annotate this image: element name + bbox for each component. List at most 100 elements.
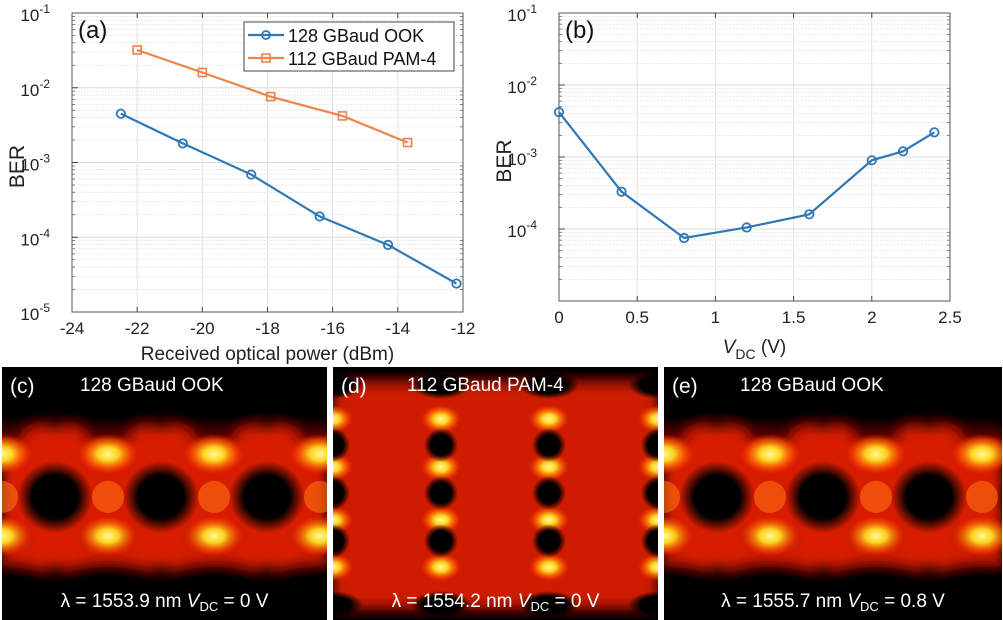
eye-hotspot <box>846 434 906 474</box>
eye-hotspot <box>2 434 32 474</box>
series-line <box>558 111 935 240</box>
eye-hotspot <box>421 453 461 481</box>
eye-hotspot <box>421 553 461 581</box>
eye-hotspot <box>333 405 353 433</box>
data-point <box>314 211 325 222</box>
eye-opening <box>333 476 350 510</box>
eye-hotspot <box>529 506 569 534</box>
eye-crossing <box>198 481 230 513</box>
eye-opening <box>679 461 755 533</box>
eye-hotspot <box>290 434 327 474</box>
y-tick-label: 10-3 <box>507 146 537 169</box>
panel-label-c: (c) <box>10 375 35 398</box>
eye-opening <box>424 428 458 462</box>
eye-opening <box>424 476 458 510</box>
eye-opening <box>785 461 861 533</box>
eye-crossing <box>92 481 124 513</box>
eye-crossing <box>2 481 18 513</box>
eye-opening <box>891 461 967 533</box>
data-point <box>402 137 413 148</box>
legend-box <box>243 21 455 72</box>
data-point <box>804 209 815 220</box>
x-tick-label: -12 <box>451 319 476 338</box>
eye-hotspot <box>740 434 800 474</box>
eye-edge <box>333 371 363 399</box>
eye-pattern-e <box>664 367 1002 620</box>
x-tick-label: -16 <box>320 319 345 338</box>
eye-hotspot <box>846 516 906 556</box>
eye-edge <box>272 405 327 433</box>
eye-edge <box>272 561 327 589</box>
eye-opening <box>532 524 566 558</box>
eye-opening <box>333 524 350 558</box>
y-tick-label: 10-4 <box>507 218 537 241</box>
chart-b: 0 0.5 1 1.5 2 2.5 10-1 10-2 10-3 10-4 BER VDC (V) (b… <box>493 2 962 362</box>
x-tick-label: -22 <box>125 319 150 338</box>
x-tick-label: 2.5 <box>938 308 962 327</box>
y-tick-label: 10-4 <box>20 226 50 249</box>
eye-opening <box>532 476 566 510</box>
legend-entry: 128 GBaud OOK <box>288 26 424 46</box>
y-tick-label: 10-1 <box>507 2 537 25</box>
eye-hotspot <box>421 506 461 534</box>
eye-caption-c: λ = 1553.9 nm VDC = 0 V <box>60 591 269 614</box>
eye-bg-top <box>664 367 1002 412</box>
eye-hotspot <box>529 405 569 433</box>
eye-hotspot <box>290 516 327 556</box>
ber-charts: -24 -22 -20 -18 -16 -14 -12 10-1 10-2 10-3 10-4 10-… <box>6 2 962 365</box>
y-tick-label: 10-1 <box>20 2 50 25</box>
eye-hotspot <box>952 434 1002 474</box>
eye-bg-top <box>2 367 327 412</box>
eye-opening <box>532 428 566 462</box>
data-point <box>115 108 126 119</box>
data-point <box>553 107 565 118</box>
eye-hotspot <box>184 516 244 556</box>
eye-edge <box>664 561 712 589</box>
eye-caption-e: λ = 1555.7 nm VDC = 0.8 V <box>721 591 945 614</box>
y-tick-label: 10-2 <box>20 77 50 100</box>
eye-diagram-d: (d) 112 GBaud PAM-4 λ = 1554.2 nm VDC = … <box>333 367 658 620</box>
eye-hotspot <box>952 516 1002 556</box>
series-0 <box>553 107 940 244</box>
data-point <box>177 138 188 149</box>
eye-hotspot <box>333 553 353 581</box>
eye-edge <box>519 371 579 399</box>
data-point <box>132 45 142 55</box>
eye-hotspot <box>638 553 658 581</box>
x-tick-label: -18 <box>255 319 280 338</box>
data-point <box>265 91 276 102</box>
y-axis-label: BER <box>6 145 29 188</box>
eye-diagram-e: (e) 128 GBaud OOK λ = 1555.7 nm VDC = 0.… <box>664 367 1002 620</box>
eye-opening <box>641 524 658 558</box>
eye-band <box>333 385 658 605</box>
panel-label-d: (d) <box>341 375 367 398</box>
eye-edge <box>411 371 471 399</box>
eye-hotspot <box>2 516 32 556</box>
data-point <box>616 186 627 197</box>
eye-bg-bottom <box>2 582 327 620</box>
eye-opening <box>123 461 199 533</box>
x-tick-label: -24 <box>60 319 85 338</box>
series-line <box>136 48 409 144</box>
axes-frame <box>71 12 464 313</box>
eye-hotspot <box>421 405 461 433</box>
eye-title-e: 128 GBaud OOK <box>740 375 884 396</box>
y-tick-label: 10-5 <box>20 301 50 324</box>
series-0 <box>115 108 462 289</box>
eye-traces <box>333 367 658 620</box>
y-tick-label: 10-2 <box>507 74 537 97</box>
eye-features <box>2 434 327 556</box>
data-point <box>897 146 909 157</box>
eye-opening <box>229 461 305 533</box>
eye-hotspot <box>78 516 138 556</box>
eye-crossing <box>304 481 327 513</box>
panel-label-e: (e) <box>672 375 698 398</box>
eye-features <box>333 371 658 619</box>
legend-marker <box>261 30 271 40</box>
data-point <box>741 222 752 233</box>
eye-opening <box>424 524 458 558</box>
data-point <box>246 169 257 180</box>
legend: 128 GBaud OOK 112 GBaud PAM-4 <box>243 21 455 72</box>
legend-entry: 112 GBaud PAM-4 <box>288 49 436 69</box>
eye-diagram-c: (c) 128 GBaud OOK λ = 1553.9 nm VDC = 0 … <box>2 367 327 620</box>
